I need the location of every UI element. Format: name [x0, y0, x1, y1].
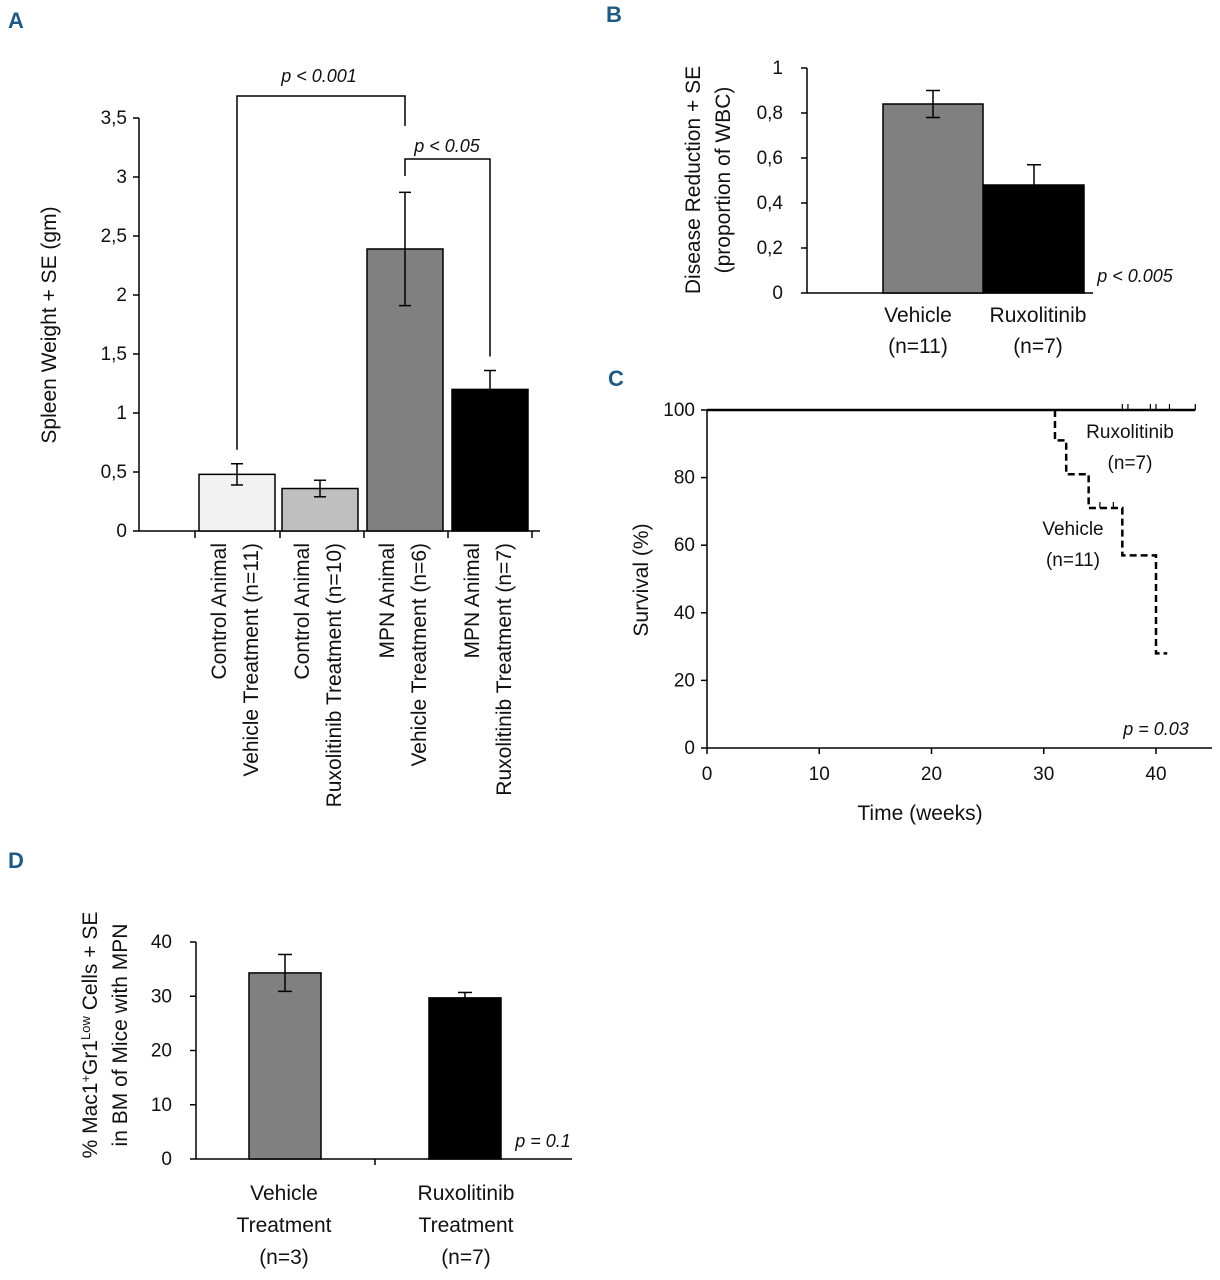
panel-d-category-label: Ruxolitinib [418, 1182, 515, 1205]
panel-c-x-axis-title: Time (weeks) [857, 802, 982, 825]
panel-c-y-tick-label: 60 [674, 535, 695, 556]
panel-a-category-label: Ruxolitinib Treatment (n=7) [493, 543, 516, 796]
panel-d-y-axis-title-part: % Mac1 [79, 1083, 102, 1159]
panel-b-y-tick-label: 0,4 [757, 193, 784, 214]
panel-b-category-label: Vehicle [884, 304, 952, 327]
panel-c-ruxolitinib-n-label: (n=7) [1108, 453, 1153, 474]
panel-d-y-tick-label: 30 [151, 986, 172, 1007]
panel-d-bar [428, 997, 502, 1160]
panel-a-y-tick-label: 3,5 [101, 108, 127, 129]
panel-c-y-tick-label: 0 [684, 738, 695, 759]
panel-d-y-axis-superscript: Low [78, 1015, 93, 1039]
panel-c-y-tick-label: 80 [674, 468, 695, 489]
panel-d-y-axis-superscript: + [78, 1075, 93, 1083]
panel-d-category-label: Treatment [419, 1214, 514, 1237]
panel-b-category-label: Ruxolitinib [990, 304, 1087, 327]
panel-d-category-label: Vehicle [250, 1182, 318, 1205]
panel-b-disease-reduction-chart: 0 0,2 0,4 0,6 0,8 1 Vehicle (n=11) Ruxolitinib (n… [682, 58, 1174, 358]
panel-c-vehicle-label: Vehicle [1042, 519, 1103, 540]
panel-label-d: D [8, 848, 24, 873]
panel-c-y-tick-label: 40 [674, 603, 695, 624]
panel-b-y-tick-label: 0,6 [757, 148, 783, 169]
panel-c-x-tick-label: 0 [702, 764, 713, 785]
panel-c-p-value: p = 0.03 [1122, 719, 1189, 739]
panel-a-category-label: Control Animal [208, 543, 231, 680]
panel-d-mac1-gr1-chart: 0 10 20 30 40 Vehicle Treatment (n=3) Ruxolitini… [78, 912, 572, 1269]
panel-b-y-tick-label: 0 [772, 283, 783, 304]
panel-c-x-tick-label: 30 [1033, 764, 1054, 785]
panel-b-category-label: (n=11) [888, 335, 948, 358]
panel-a-y-tick-label: 0,5 [101, 462, 127, 483]
panel-b-category-label: (n=7) [1013, 335, 1063, 358]
panel-c-y-tick-label: 100 [663, 400, 695, 421]
panel-c-x-tick-label: 10 [809, 764, 830, 785]
panel-a-category-label: MPN Animal [376, 543, 399, 659]
panel-a-bar [451, 388, 529, 532]
panel-a-category-label: Ruxolitinib Treatment (n=10) [323, 543, 346, 807]
panel-c-y-tick-label: 20 [674, 670, 695, 691]
panel-a-category-label: Control Animal [291, 543, 314, 680]
panel-a-y-tick-label: 1,5 [101, 344, 127, 365]
panel-b-bar [882, 103, 984, 294]
panel-d-y-axis-title-line2: in BM of Mice with MPN [109, 924, 132, 1147]
panel-label-b: B [606, 2, 622, 27]
panel-d-y-tick-label: 40 [151, 932, 172, 953]
panel-c-y-axis-title: Survival (%) [630, 523, 653, 636]
panel-a-category-label: MPN Animal [461, 543, 484, 659]
panel-c-x-tick-label: 20 [921, 764, 942, 785]
panel-label-c: C [608, 366, 624, 391]
panel-c-vehicle-line [1053, 410, 1168, 655]
panel-a-category-label: Vehicle Treatment (n=11) [240, 543, 263, 777]
panel-d-y-axis-title: % Mac1+Gr1Low Cells + SE [78, 912, 103, 1159]
panel-d-category-label: (n=3) [259, 1246, 309, 1269]
panel-a-p-value-top: p < 0.001 [280, 66, 357, 86]
panel-a-p-value-right: p < 0.05 [413, 136, 481, 156]
panel-a-spleen-weight-chart: 0 0,5 1 1,5 2 2,5 3 3,5 Control Animal Vehicle Tr… [38, 66, 540, 807]
panel-b-p-value: p < 0.005 [1096, 266, 1174, 286]
panel-b-y-axis-title: (proportion of WBC) [712, 87, 735, 274]
panel-a-y-tick-label: 1 [116, 403, 127, 424]
panel-b-y-tick-label: 0,8 [757, 103, 783, 124]
panel-label-a: A [8, 8, 24, 33]
panel-d-y-tick-label: 0 [161, 1149, 172, 1170]
panel-a-y-axis-title: Spleen Weight + SE (gm) [38, 206, 61, 443]
panel-b-y-axis-title: Disease Reduction + SE [682, 66, 705, 294]
panel-d-bar [248, 972, 322, 1160]
panel-d-y-axis-title-part: Gr1 [79, 1040, 102, 1075]
panel-b-y-tick-label: 0,2 [757, 238, 783, 259]
panel-d-y-tick-label: 20 [151, 1041, 172, 1062]
panel-d-p-value: p = 0.1 [514, 1131, 571, 1151]
panel-c-survival-chart: 0 20 40 60 80 100 0 10 20 30 40 Time (weeks) Surviva… [630, 400, 1212, 825]
panel-a-y-tick-label: 2 [116, 285, 127, 306]
panel-d-category-label: (n=7) [441, 1246, 491, 1269]
panel-a-y-tick-label: 3 [116, 167, 127, 188]
panel-a-bracket-05 [404, 158, 491, 357]
panel-d-y-tick-label: 10 [151, 1095, 172, 1116]
panel-c-ruxolitinib-label: Ruxolitinib [1086, 422, 1174, 443]
panel-a-category-label: Vehicle Treatment (n=6) [408, 543, 431, 767]
panel-b-y-tick-label: 1 [772, 58, 783, 79]
panel-a-y-tick-label: 0 [116, 521, 127, 542]
panel-d-category-label: Treatment [237, 1214, 332, 1237]
panel-d-y-axis-title-part: Cells + SE [79, 912, 102, 1016]
panel-c-vehicle-n-label: (n=11) [1046, 550, 1100, 571]
panel-c-x-tick-label: 40 [1145, 764, 1166, 785]
panel-a-y-tick-label: 2,5 [101, 226, 127, 247]
panel-a-bracket-001 [236, 95, 406, 450]
